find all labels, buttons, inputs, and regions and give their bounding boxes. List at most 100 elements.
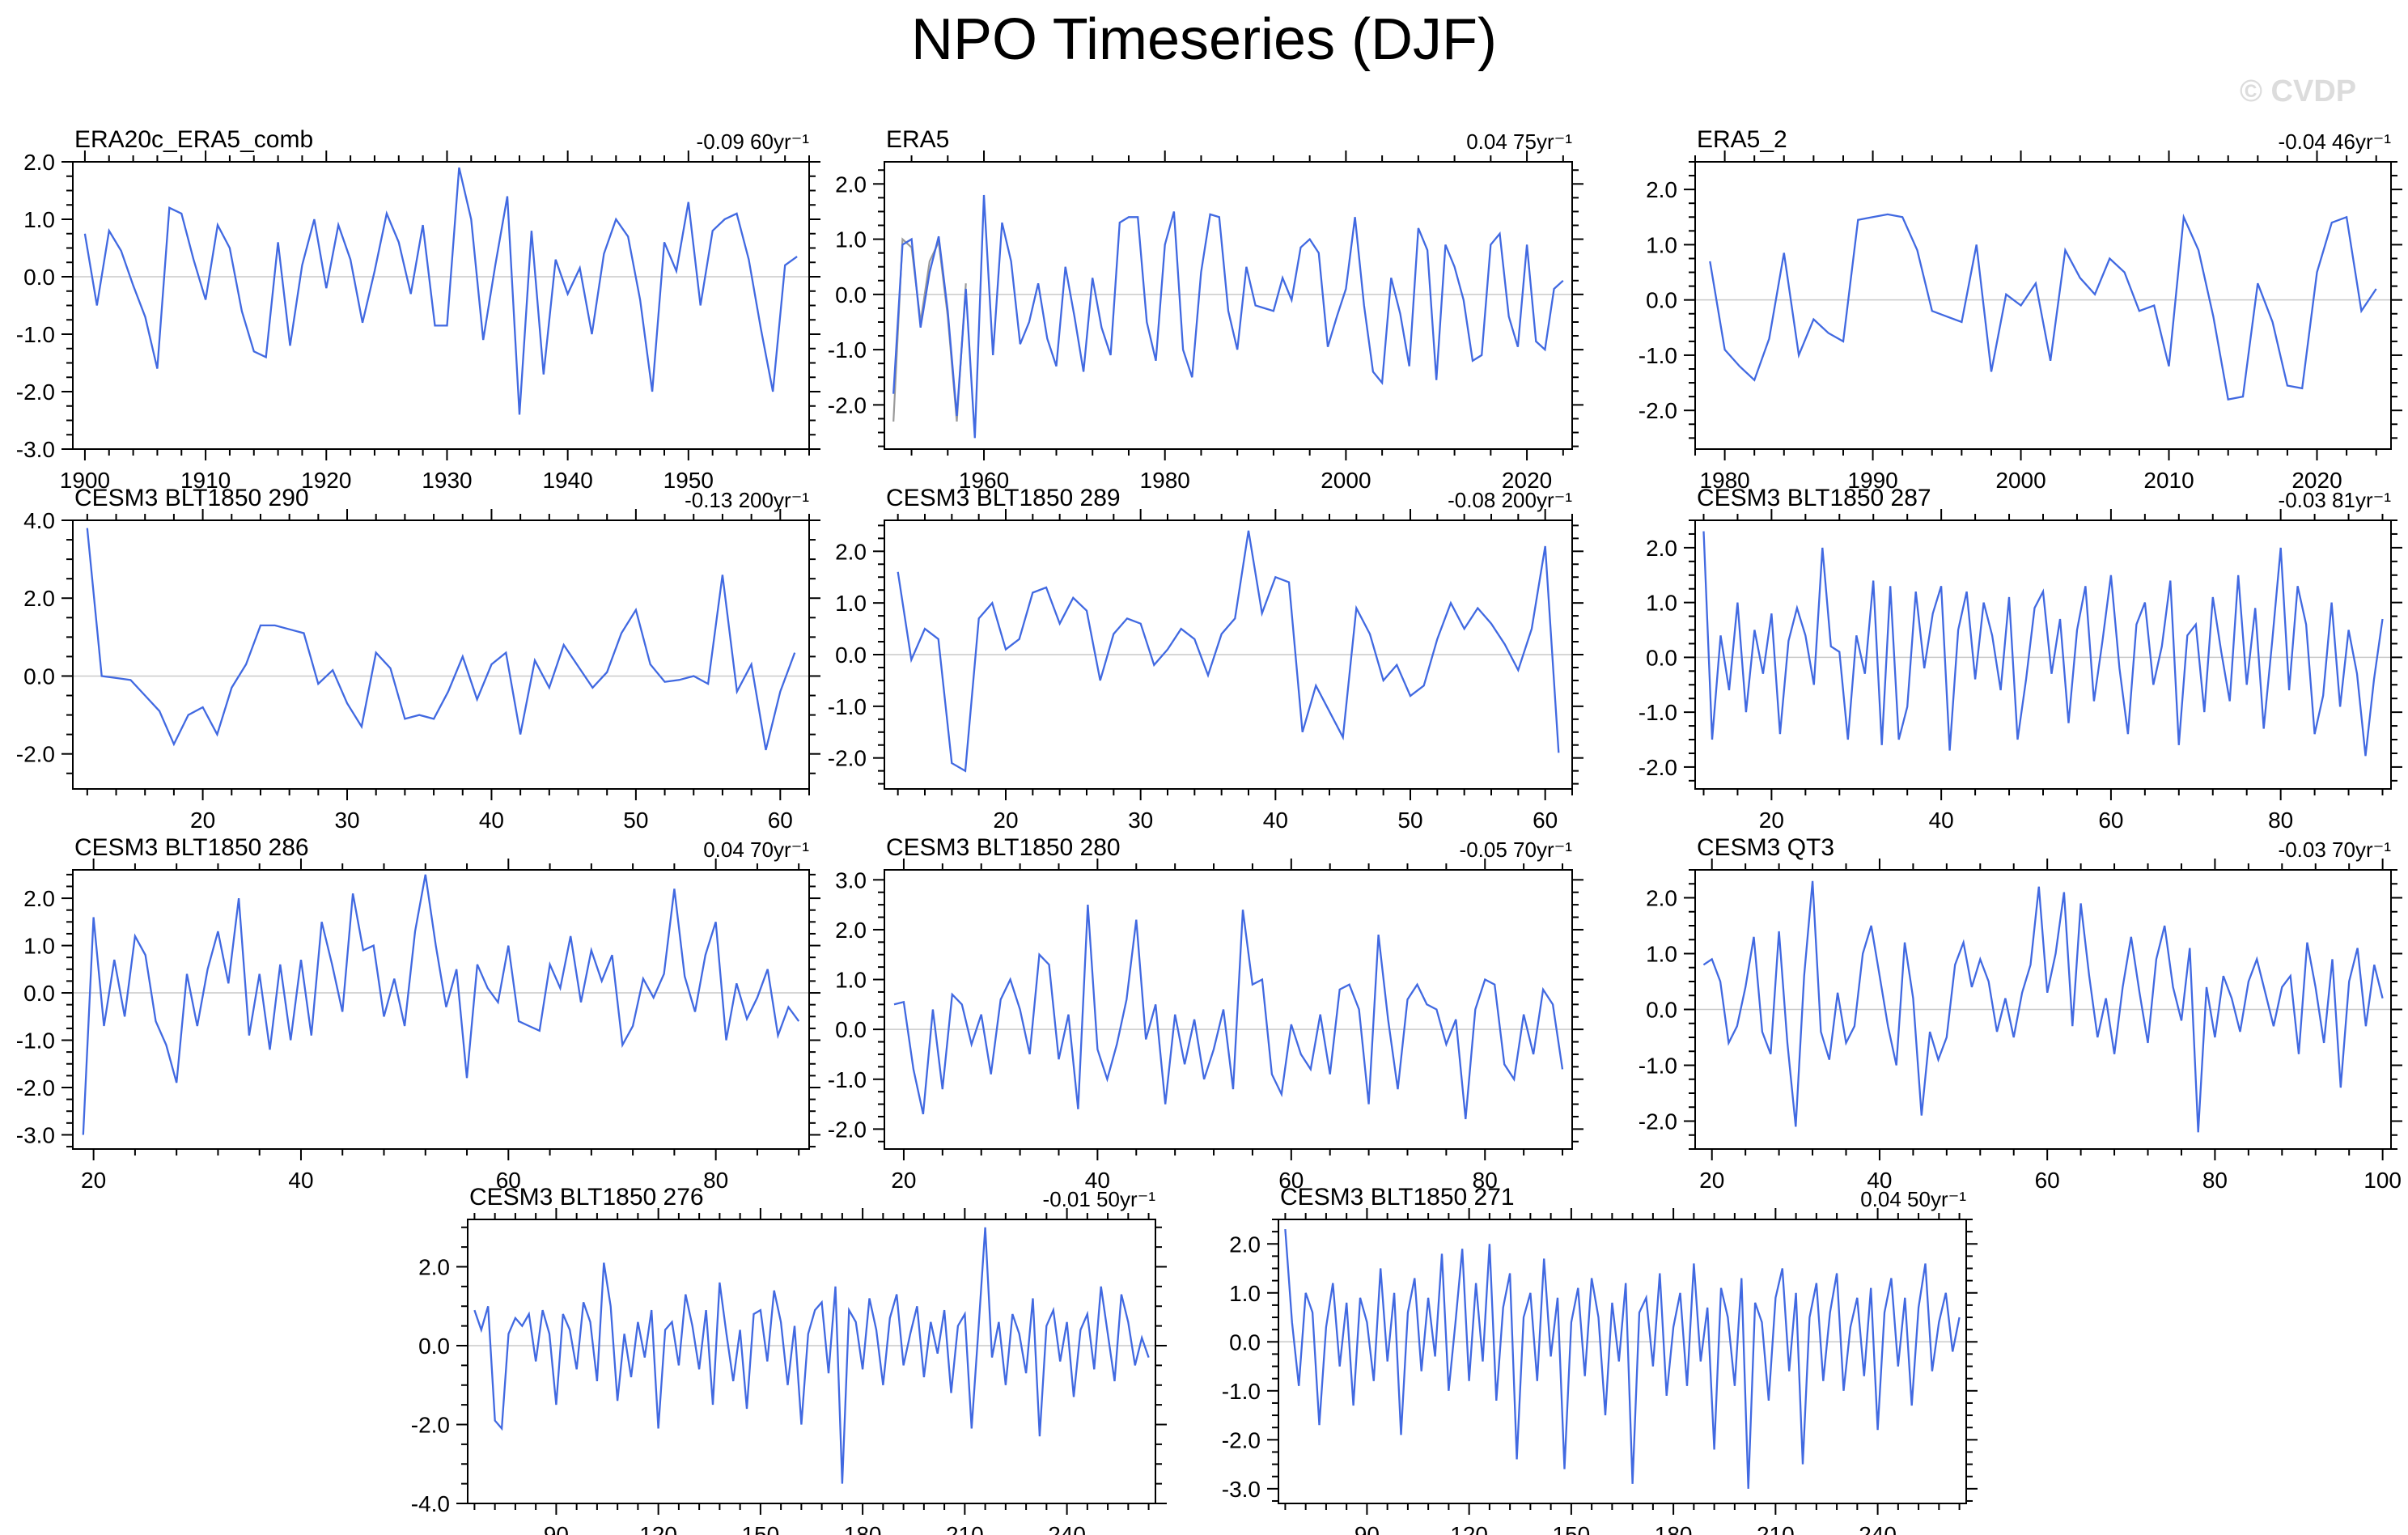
axis-labels: 20 30 40 50 60 2.0 1.0 0.0 -1.0 -2.0 <box>828 539 1558 833</box>
axis-labels: 1960 1980 2000 2020 2.0 1.0 0.0 -1.0 -2.0 <box>828 172 1552 493</box>
panel-title: CESM3 BLT1850 276 <box>469 1184 704 1211</box>
panel-stat: -0.03 70yr⁻¹ <box>2278 837 2391 862</box>
svg-text:1990: 1990 <box>1847 468 1897 493</box>
svg-text:-2.0: -2.0 <box>411 1413 450 1438</box>
svg-text:240: 240 <box>1859 1522 1897 1535</box>
axis-frame <box>1694 869 2392 1150</box>
svg-text:0.0: 0.0 <box>23 265 55 290</box>
svg-text:-2.0: -2.0 <box>16 380 55 405</box>
axis-ticks <box>1267 1208 1978 1515</box>
svg-text:-1.0: -1.0 <box>16 1028 55 1054</box>
svg-text:2000: 2000 <box>1995 468 2046 493</box>
svg-text:-1.0: -1.0 <box>828 694 867 719</box>
svg-text:-4.0: -4.0 <box>411 1491 450 1516</box>
svg-text:2000: 2000 <box>1321 468 1371 493</box>
axis-labels: 1980 1990 2000 2010 2020 2.0 1.0 0.0 -1.0 -2.0 <box>1639 177 2342 493</box>
svg-text:0.0: 0.0 <box>835 1017 867 1042</box>
panel-title: ERA20c_ERA5_comb <box>74 126 314 153</box>
svg-text:2020: 2020 <box>1502 468 1552 493</box>
svg-text:2.0: 2.0 <box>835 539 867 564</box>
panel-title: CESM3 BLT1850 286 <box>74 834 309 861</box>
svg-text:0.0: 0.0 <box>835 282 867 307</box>
svg-text:40: 40 <box>1263 808 1288 833</box>
svg-text:2.0: 2.0 <box>23 150 55 175</box>
axis-frame <box>467 1219 1156 1504</box>
axis-frame <box>1278 1219 1967 1504</box>
svg-text:1.0: 1.0 <box>1646 232 1677 257</box>
svg-text:30: 30 <box>334 808 359 833</box>
axis-labels: 1900 1910 1920 1930 1940 1950 2.0 1.0 0.0 -1.0 -2.… <box>16 150 714 493</box>
panel-stat: -0.08 200yr⁻¹ <box>1448 488 1572 512</box>
axis-ticks <box>61 151 820 460</box>
svg-text:-1.0: -1.0 <box>1222 1379 1261 1404</box>
panel-plot: 20 40 60 80 100 2.0 1.0 0.0 -1.0 -2.0 <box>1639 859 2402 1194</box>
panel-stat: -0.03 81yr⁻¹ <box>2278 488 2391 512</box>
svg-text:40: 40 <box>288 1168 313 1193</box>
svg-text:-3.0: -3.0 <box>16 437 55 462</box>
svg-text:-2.0: -2.0 <box>828 1117 867 1142</box>
svg-text:2.0: 2.0 <box>1229 1232 1261 1257</box>
svg-text:1950: 1950 <box>663 468 714 493</box>
panel-stat: -0.04 46yr⁻¹ <box>2278 129 2391 154</box>
series-line <box>1702 880 2384 1133</box>
panel-title: CESM3 BLT1850 271 <box>1280 1184 1515 1211</box>
axis-frame <box>884 869 1573 1150</box>
svg-text:60: 60 <box>496 1168 521 1193</box>
svg-text:-2.0: -2.0 <box>828 746 867 771</box>
svg-text:1900: 1900 <box>60 468 110 493</box>
series-line <box>892 194 1564 439</box>
svg-text:1.0: 1.0 <box>835 968 867 993</box>
svg-text:-2.0: -2.0 <box>1639 1109 1677 1134</box>
svg-text:-1.0: -1.0 <box>828 1067 867 1092</box>
svg-text:20: 20 <box>1699 1168 1724 1193</box>
svg-text:1960: 1960 <box>959 468 1009 493</box>
panel-title: ERA5_2 <box>1697 126 1787 153</box>
svg-text:-1.0: -1.0 <box>1639 1054 1677 1079</box>
svg-text:120: 120 <box>1450 1522 1488 1535</box>
svg-text:1920: 1920 <box>301 468 351 493</box>
svg-text:90: 90 <box>1354 1522 1380 1535</box>
svg-text:20: 20 <box>1759 808 1784 833</box>
svg-text:80: 80 <box>703 1168 728 1193</box>
series-line <box>82 874 800 1135</box>
svg-text:2.0: 2.0 <box>1646 177 1677 202</box>
svg-text:1980: 1980 <box>1140 468 1190 493</box>
svg-text:-2.0: -2.0 <box>16 1075 55 1100</box>
axis-ticks <box>61 859 820 1160</box>
axis-ticks <box>873 859 1583 1160</box>
panel-stat: -0.09 60yr⁻¹ <box>696 129 809 154</box>
panel-plot: 20 30 40 50 60 2.0 1.0 0.0 -1.0 -2.0 <box>828 509 1583 833</box>
svg-text:2010: 2010 <box>2143 468 2194 493</box>
svg-text:0.0: 0.0 <box>1646 998 1677 1023</box>
axis-frame <box>72 869 810 1150</box>
svg-text:120: 120 <box>639 1522 677 1535</box>
svg-text:150: 150 <box>742 1522 780 1535</box>
svg-text:-2.0: -2.0 <box>1222 1427 1261 1452</box>
axis-labels: 20 40 60 80 100 2.0 1.0 0.0 -1.0 -2.0 <box>1639 886 2402 1194</box>
svg-text:-1.0: -1.0 <box>828 337 867 363</box>
panel-plot: 1980 1990 2000 2010 2020 2.0 1.0 0.0 -1.0 -2.0 <box>1639 151 2402 493</box>
svg-text:60: 60 <box>1533 808 1558 833</box>
axis-frame <box>72 161 810 450</box>
axis-frame <box>1694 161 2392 450</box>
svg-text:2020: 2020 <box>2291 468 2342 493</box>
svg-text:210: 210 <box>1757 1522 1795 1535</box>
svg-text:0.0: 0.0 <box>23 981 55 1006</box>
svg-text:40: 40 <box>1085 1168 1110 1193</box>
svg-text:90: 90 <box>544 1522 569 1535</box>
panel-stat: -0.13 200yr⁻¹ <box>685 488 809 512</box>
svg-text:0.0: 0.0 <box>1646 288 1677 313</box>
svg-text:1.0: 1.0 <box>23 207 55 232</box>
main-title: NPO Timeseries (DJF) <box>910 7 1498 72</box>
panel-plot: 1960 1980 2000 2020 2.0 1.0 0.0 -1.0 -2.0 <box>828 151 1583 493</box>
svg-text:50: 50 <box>623 808 648 833</box>
series-line <box>1284 1229 1961 1489</box>
svg-text:20: 20 <box>190 808 215 833</box>
svg-text:1930: 1930 <box>422 468 472 493</box>
panel-title: CESM3 BLT1850 289 <box>886 485 1121 511</box>
svg-text:20: 20 <box>993 808 1018 833</box>
svg-text:0.0: 0.0 <box>1229 1329 1261 1355</box>
panel-plot: 1900 1910 1920 1930 1940 1950 2.0 1.0 0.0 -1.0 -2.… <box>16 150 820 493</box>
svg-text:-1.0: -1.0 <box>16 322 55 347</box>
series-line <box>897 530 1560 773</box>
